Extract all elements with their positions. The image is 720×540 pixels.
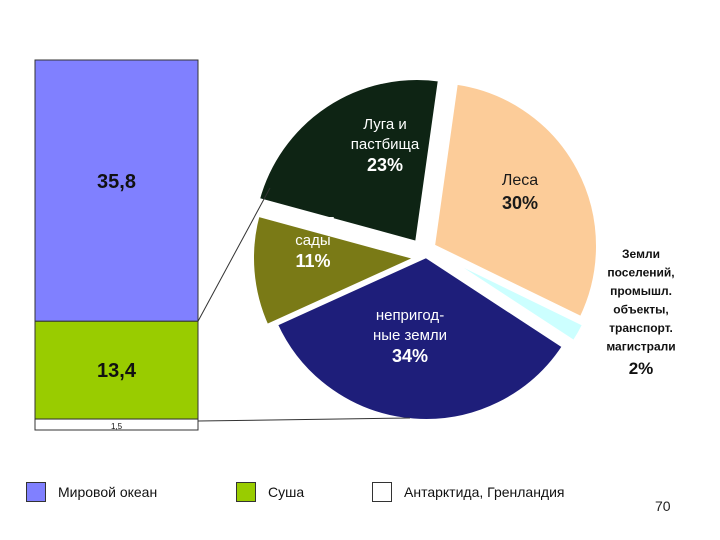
pie-pct-meadows: 23% bbox=[367, 155, 403, 175]
bar-label-land: 13,4 bbox=[97, 360, 137, 382]
pie-label-settlements-line-5: магистрали bbox=[606, 340, 675, 354]
legend-swatch-antarctica bbox=[372, 482, 392, 502]
pie-label-forest-line-0: Леса bbox=[502, 172, 538, 189]
pie-label-arable-line-1: сады bbox=[295, 232, 330, 249]
pie-pct-unusable: 34% bbox=[392, 346, 428, 366]
connector-line-top bbox=[197, 187, 271, 322]
bar-segment-2 bbox=[34, 418, 199, 431]
pie-label-settlements-line-1: поселений, bbox=[607, 266, 674, 280]
legend-item-land: Суша bbox=[236, 480, 304, 504]
legend-item-ocean: Мировой океан bbox=[26, 480, 157, 504]
legend-item-antarctica: Антарктида, Гренландия bbox=[372, 480, 565, 504]
pie-slice-meadows bbox=[255, 76, 443, 246]
pie-label-meadows-line-0: Луга и bbox=[363, 116, 407, 133]
connector-line-bottom bbox=[197, 417, 411, 422]
pie-label-settlements-line-0: Земли bbox=[622, 247, 660, 261]
pie-label-arable-line-0: Пашня, bbox=[287, 212, 339, 229]
pie-label-settlements-line-2: промышл. bbox=[610, 284, 672, 298]
pie-pct-arable: 11% bbox=[295, 251, 330, 271]
bar-segment-1 bbox=[34, 320, 199, 420]
legend-swatch-ocean bbox=[26, 482, 46, 502]
pie-pct-settlements: 2% bbox=[629, 359, 654, 378]
legend-label-antarctica: Антарктида, Гренландия bbox=[404, 484, 565, 500]
legend-label-ocean: Мировой океан bbox=[58, 484, 158, 500]
pie-pct-forest: 30% bbox=[502, 193, 538, 213]
legend-swatch-land bbox=[236, 482, 256, 502]
pie-slice-arable bbox=[250, 212, 423, 329]
bar-segment-0 bbox=[34, 59, 199, 322]
pie-label-unusable-line-0: непригод- bbox=[376, 307, 444, 324]
pie-label-meadows-line-1: пастбища bbox=[351, 136, 420, 153]
pie-label-settlements-line-4: транспорт. bbox=[609, 321, 673, 335]
pie-slice-settlements bbox=[434, 250, 587, 346]
page-number: 70 bbox=[655, 498, 671, 514]
pie-slice-forest bbox=[430, 80, 600, 322]
bar-label-ocean: 35,8 bbox=[97, 171, 136, 193]
bar-label-antarctica: 1,5 bbox=[111, 422, 123, 431]
legend-label-land: Суша bbox=[268, 484, 305, 500]
pie-label-unusable-line-1: ные земли bbox=[373, 327, 447, 344]
pie-label-settlements-line-3: объекты, bbox=[613, 303, 668, 317]
pie-slice-unusable bbox=[273, 253, 567, 423]
